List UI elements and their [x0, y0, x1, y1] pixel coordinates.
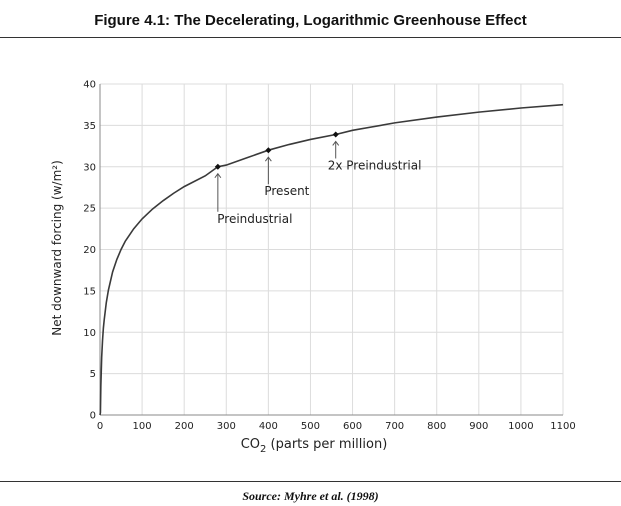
y-tick-labels: 0 5 10 15 20 25 30 35 40 [83, 80, 96, 422]
arrowhead [264, 156, 272, 162]
x-tick-label: 200 [175, 421, 194, 432]
y-tick-label: 15 [83, 286, 96, 297]
y-tick-label: 25 [83, 204, 96, 215]
x-tick-label: 300 [217, 421, 236, 432]
data-points [214, 131, 339, 170]
x-axis-label: CO2 (parts per million) [241, 437, 388, 455]
x-tick-label: 700 [385, 421, 404, 432]
y-tick-label: 30 [83, 162, 96, 173]
x-tick-label: 400 [259, 421, 278, 432]
x-tick-labels: 0 100 200 300 400 500 600 700 800 900 1000 1100 [97, 421, 576, 432]
x-axis-label-suffix: (parts per million) [266, 437, 387, 452]
top-rule [0, 37, 621, 38]
bottom-rule [0, 481, 621, 482]
y-tick-label: 40 [83, 80, 96, 91]
y-axis-label: Net downward forcing (w/m²) [50, 160, 64, 336]
y-tick-label: 35 [83, 121, 96, 132]
x-axis-label-subscript: 2 [260, 444, 266, 455]
y-tick-label: 0 [90, 411, 96, 422]
annotation-label: 2x Preindustrial [328, 158, 422, 172]
x-tick-label: 900 [469, 421, 488, 432]
y-tick-label: 20 [83, 245, 96, 256]
x-tick-label: 600 [343, 421, 362, 432]
annotations: Preindustrial Present 2x Preindustrial [214, 140, 422, 226]
x-tick-label: 1000 [508, 421, 533, 432]
y-tick-label: 5 [90, 369, 96, 380]
arrowhead [332, 140, 340, 146]
x-axis-label-prefix: CO [241, 437, 260, 452]
figure-title: Figure 4.1: The Decelerating, Logarithmi… [94, 12, 527, 29]
chart: 0 100 200 300 400 500 600 700 800 900 1000 1100 0 5 1… [50, 80, 576, 456]
data-point [265, 147, 272, 154]
x-tick-label: 0 [97, 421, 103, 432]
x-tick-label: 1100 [550, 421, 575, 432]
forcing-curve [99, 103, 564, 416]
annotation-label: Present [264, 184, 309, 198]
chart-axes [99, 84, 563, 416]
arrowhead [214, 172, 222, 179]
x-tick-label: 100 [133, 421, 152, 432]
data-point [332, 131, 339, 138]
chart-grid [100, 83, 564, 415]
y-tick-label: 10 [83, 328, 96, 339]
annotation-label: Preindustrial [217, 212, 292, 226]
data-point [214, 163, 221, 170]
x-tick-label: 500 [301, 421, 320, 432]
x-tick-label: 800 [427, 421, 446, 432]
source-note: Source: Myhre et al. (1998) [242, 489, 379, 503]
